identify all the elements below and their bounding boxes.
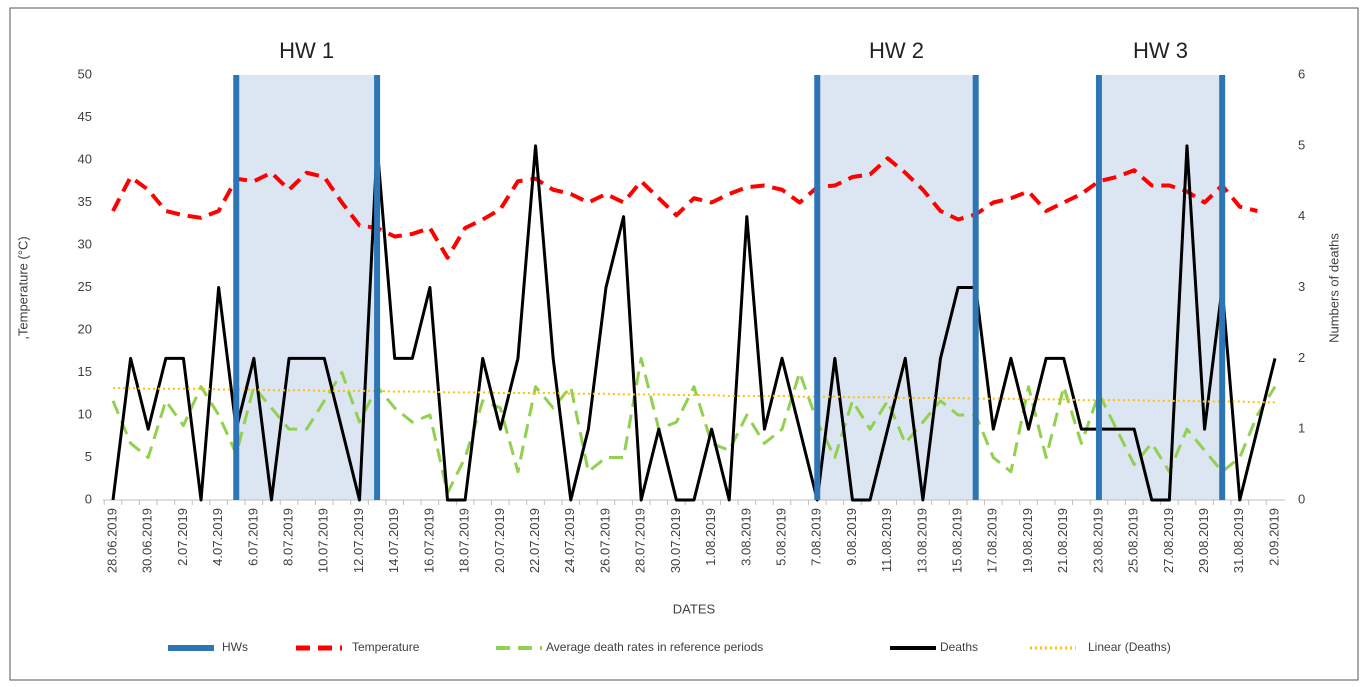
- y-tick-label: 25: [78, 279, 92, 294]
- series-line: [111, 356, 1277, 495]
- y-tick-label: 30: [78, 236, 92, 251]
- y2-tick-label: 3: [1298, 279, 1305, 294]
- x-tick-label: 29.08.2019: [1196, 508, 1211, 573]
- x-tick-label: 28.06.2019: [104, 508, 119, 573]
- heat-wave-label: HW 2: [869, 38, 924, 63]
- y-axis-label: ,Temperature (°C): [15, 236, 30, 339]
- x-tick-label: 26.07.2019: [597, 508, 612, 573]
- x-axis-label: DATES: [673, 601, 716, 616]
- x-tick-label: 7.08.2019: [809, 508, 824, 566]
- heat-wave-band: [236, 75, 378, 500]
- x-tick-label: 20.07.2019: [492, 508, 507, 573]
- legend-label: Average death rates in reference periods: [546, 640, 763, 654]
- x-tick-label: 31.08.2019: [1231, 508, 1246, 573]
- x-tick-label: 16.07.2019: [421, 508, 436, 573]
- x-tick-label: 19.08.2019: [1020, 508, 1035, 573]
- series-line: [111, 144, 1277, 502]
- x-tick-label: 11.08.2019: [879, 508, 894, 572]
- x-tick-label: 12.07.2019: [351, 508, 366, 573]
- y-tick-label: 0: [85, 491, 92, 506]
- legend-label: Temperature: [352, 640, 420, 654]
- x-tick-label: 14.07.2019: [386, 508, 401, 573]
- x-tick-label: 17.08.2019: [985, 508, 1000, 573]
- y-tick-label: 50: [78, 66, 92, 81]
- x-tick-label: 25.08.2019: [1126, 508, 1141, 573]
- x-tick-label: 24.07.2019: [562, 508, 577, 573]
- x-tick-label: 4.07.2019: [210, 508, 225, 566]
- x-tick-label: 28.07.2019: [633, 508, 648, 573]
- x-tick-label: 9.08.2019: [844, 508, 859, 566]
- x-tick-label: 1.08.2019: [703, 508, 718, 566]
- heat-wave-label: HW 1: [279, 38, 334, 63]
- x-tick-label: 6.07.2019: [245, 508, 260, 566]
- x-tick-label: 21.08.2019: [1055, 508, 1070, 573]
- x-tick-label: 22.07.2019: [527, 508, 542, 573]
- x-tick-label: 2.09.2019: [1266, 508, 1281, 566]
- x-tick-label: 30.07.2019: [668, 508, 683, 573]
- legend-label: Deaths: [940, 640, 978, 654]
- y2-tick-label: 1: [1298, 421, 1305, 436]
- y-tick-label: 40: [78, 151, 92, 166]
- y2-axis-label: Numbers of deaths: [1326, 233, 1341, 343]
- x-tick-label: 23.08.2019: [1090, 508, 1105, 573]
- x-tick-label: 5.08.2019: [773, 508, 788, 566]
- x-tick-label: 8.07.2019: [280, 508, 295, 566]
- y-tick-label: 5: [85, 449, 92, 464]
- series-line: [113, 387, 1275, 404]
- x-tick-label: 3.08.2019: [738, 508, 753, 566]
- y2-tick-label: 6: [1298, 66, 1305, 81]
- x-tick-label: 27.08.2019: [1161, 508, 1176, 573]
- y2-tick-label: 5: [1298, 137, 1305, 152]
- x-tick-label: 13.08.2019: [914, 508, 929, 573]
- x-tick-label: 18.07.2019: [457, 508, 472, 573]
- x-tick-label: 30.06.2019: [140, 508, 155, 573]
- y-tick-label: 45: [78, 109, 92, 124]
- heat-wave-label: HW 3: [1133, 38, 1188, 63]
- y-tick-label: 20: [78, 321, 92, 336]
- y-tick-label: 35: [78, 194, 92, 209]
- x-tick-label: 10.07.2019: [316, 508, 331, 573]
- legend-label: HWs: [222, 640, 248, 654]
- x-tick-label: 15.08.2019: [950, 508, 965, 573]
- legend-label: Linear (Deaths): [1088, 640, 1171, 654]
- series-line: [111, 156, 1258, 260]
- y2-tick-label: 4: [1298, 208, 1305, 223]
- y-tick-label: 15: [78, 364, 92, 379]
- y-tick-label: 10: [78, 406, 92, 421]
- y2-tick-label: 0: [1298, 491, 1305, 506]
- heat-wave-band: [1098, 75, 1223, 500]
- x-tick-label: 2.07.2019: [175, 508, 190, 566]
- y2-tick-label: 2: [1298, 350, 1305, 365]
